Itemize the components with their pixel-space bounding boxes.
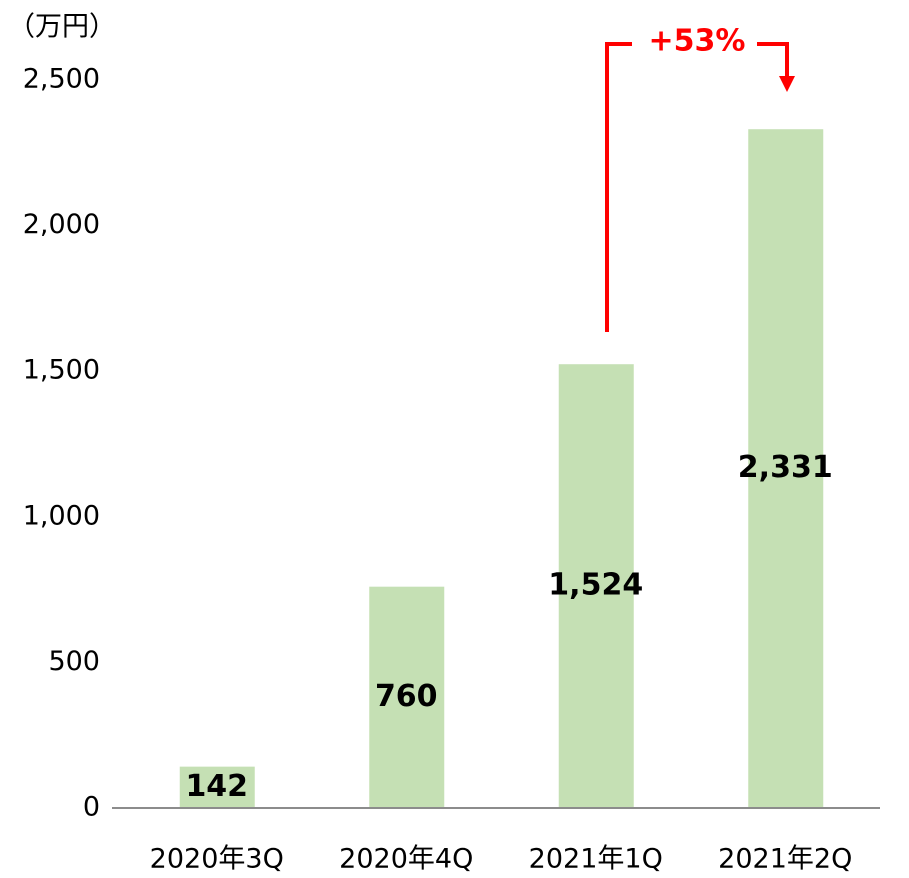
arrow-head <box>779 76 795 92</box>
y-tick-label: 500 <box>48 646 100 677</box>
growth-annotation: +53% <box>605 24 795 332</box>
x-tick-label: 2020年4Q <box>339 844 473 875</box>
bar <box>369 586 445 808</box>
y-tick-label: 1,500 <box>23 355 100 386</box>
y-tick-label: 0 <box>83 792 100 823</box>
bar <box>558 364 634 808</box>
x-tick-label: 2020年3Q <box>150 844 284 875</box>
bar <box>748 129 824 809</box>
annotation-text: +53% <box>649 24 746 59</box>
y-tick-label: 2,500 <box>23 64 100 95</box>
value-label: 760 <box>375 679 438 714</box>
value-label: 1,524 <box>548 568 643 603</box>
bracket-right <box>757 42 789 78</box>
x-tick-label: 2021年2Q <box>718 844 852 875</box>
value-label: 142 <box>185 769 248 804</box>
value-label: 2,331 <box>738 450 833 485</box>
y-axis-label: （万円） <box>8 12 116 43</box>
bracket-left <box>605 42 632 332</box>
y-tick-label: 1,000 <box>23 500 100 531</box>
y-tick-label: 2,000 <box>23 209 100 240</box>
x-tick-label: 2021年1Q <box>529 844 663 875</box>
bar <box>179 766 255 808</box>
